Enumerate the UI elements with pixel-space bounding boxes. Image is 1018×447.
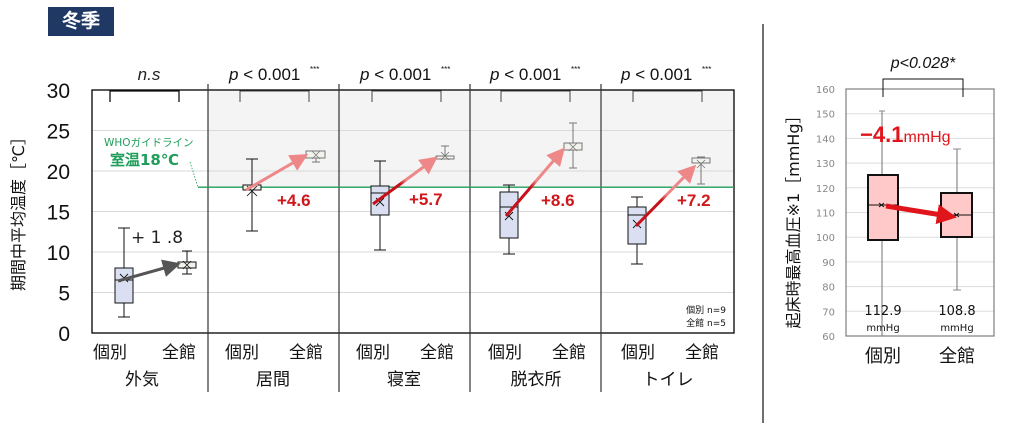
sig-dressing: p < 0.001 [489, 65, 561, 84]
x-group-label: 外気 [125, 370, 159, 390]
who-guideline-label: WHOガイドライン [104, 137, 194, 149]
y-tick: 5 [58, 283, 70, 306]
bp-y-axis-label: 起床時最高血圧※1［mmHg］ [784, 108, 803, 329]
x-sub-label: 全館 [420, 343, 454, 363]
box-bedroom-central [435, 145, 455, 161]
season-badge: 冬季 [48, 7, 114, 36]
who-guideline-value: 室温18℃ [110, 151, 179, 169]
y-tick: 30 [47, 80, 70, 103]
above-guideline-shading [208, 90, 734, 187]
bp-significance-label: p<0.028* [890, 55, 956, 72]
bp-y-tick: 90 [822, 258, 835, 269]
sig-stars-living: *** [310, 65, 319, 74]
x-group-label: 居間 [256, 370, 290, 390]
arrow-dressing [504, 147, 565, 217]
bp-diff-unit: mmHg [903, 129, 950, 146]
bp-y-tick: 100 [816, 233, 835, 244]
bp-box-central [940, 148, 973, 291]
y-tick: 10 [47, 242, 70, 265]
panel-separators [207, 84, 602, 392]
diff-dressing: +8.6 [541, 191, 575, 210]
bp-y-tick: 140 [816, 134, 835, 145]
y-tick: 15 [47, 202, 70, 225]
diff-toilet: +7.2 [677, 191, 711, 210]
bp-y-tick: 70 [822, 307, 835, 318]
sig-bedroom: p < 0.001 [359, 65, 431, 84]
arrow-living [245, 153, 309, 192]
x-sub-label: 全館 [289, 343, 323, 363]
box-outdoor-central [177, 250, 197, 275]
bp-y-tick: 130 [816, 159, 835, 170]
bp-mean-unit-central: mmHg [940, 323, 973, 334]
bp-y-ticks: 160 150 140 130 120 110 100 90 80 70 60 [816, 85, 835, 343]
bp-y-tick: 110 [816, 209, 835, 220]
arrow-toilet [634, 164, 697, 228]
bp-y-tick: 120 [816, 184, 835, 195]
bp-diff-value: −4.1 [860, 122, 903, 147]
sample-note-central: 全館 n=5 [686, 317, 726, 329]
x-sub-label: 個別 [356, 343, 390, 363]
bp-mean-individual: 112.9 [864, 304, 901, 319]
sample-note-individual: 個別 n=9 [686, 304, 726, 316]
y-tick: 20 [47, 161, 70, 184]
bp-y-tick: 80 [822, 283, 835, 294]
bp-category-central: 全館 [939, 346, 975, 367]
sig-stars-dressing: *** [571, 65, 580, 74]
bp-y-tick: 60 [822, 332, 835, 343]
diff-living: +4.6 [277, 191, 311, 210]
bp-category-individual: 個別 [865, 346, 901, 367]
bp-mean-central: 108.8 [938, 304, 975, 319]
y-tick: 0 [58, 323, 70, 346]
bp-mean-unit-individual: mmHg [866, 323, 899, 334]
x-sub-label: 個別 [488, 343, 522, 363]
bp-plot-frame [845, 88, 995, 337]
box-toilet-central [691, 156, 711, 185]
x-sub-label: 個別 [93, 343, 127, 363]
bp-y-tick: 160 [816, 85, 835, 96]
who-leader-line [189, 161, 199, 188]
bp-diff-label: −4.1mmHg [860, 122, 951, 147]
arrow-outdoor [117, 259, 181, 283]
gridlines [92, 130, 734, 293]
y-axis-label: 期間中平均温度［℃］ [9, 129, 28, 291]
y-tick: 25 [47, 121, 70, 144]
diff-bedroom: +5.7 [409, 190, 443, 209]
diff-outdoor: + 1 .8 [131, 228, 183, 248]
blood-pressure-chart: 160 150 140 130 120 110 100 90 80 70 60 … [784, 55, 995, 367]
box-dressing-central [563, 122, 583, 169]
significance-label-outdoor: n.s [138, 65, 161, 84]
bp-significance-bracket [882, 78, 964, 97]
x-sub-label: 個別 [225, 343, 259, 363]
significance-brackets [109, 90, 703, 102]
bp-decrease-arrow [885, 203, 957, 225]
y-axis-ticks: 30 25 20 15 10 5 0 [47, 80, 70, 346]
bp-y-tick: 150 [816, 110, 835, 121]
box-dressing-individual [499, 184, 519, 255]
box-toilet-individual [627, 196, 647, 265]
sig-stars-bedroom: *** [441, 65, 450, 74]
plot-frame [91, 89, 735, 334]
x-sub-label: 全館 [162, 343, 196, 363]
sig-living: p < 0.001 [228, 65, 300, 84]
x-group-label: 脱衣所 [511, 370, 562, 390]
x-group-label: 寝室 [387, 369, 421, 390]
temperature-chart: WHOガイドライン 室温18℃ 30 25 20 15 10 5 0 期間中平均… [9, 65, 735, 392]
sig-toilet: p < 0.001 [620, 65, 692, 84]
x-sub-label: 全館 [685, 343, 719, 363]
sig-stars-toilet: *** [702, 65, 711, 74]
x-sub-label: 全館 [552, 343, 586, 363]
x-axis-categories: 個別 全館 外気 個別 全館 居間 個別 全館 寝室 個別 全館 脱衣所 個別 … [93, 343, 719, 390]
arrow-bedroom [372, 156, 438, 206]
x-sub-label: 個別 [621, 343, 655, 363]
x-group-label: トイレ [643, 370, 694, 390]
